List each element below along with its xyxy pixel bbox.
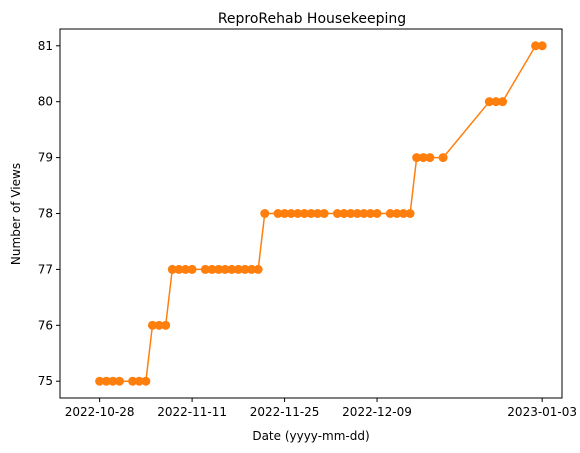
- x-tick-label: 2023-01-03: [507, 405, 577, 419]
- data-point: [161, 320, 171, 330]
- x-tick-label: 2022-11-25: [250, 405, 320, 419]
- data-point: [128, 376, 138, 386]
- y-tick-label: 77: [38, 262, 53, 276]
- data-point: [174, 264, 184, 274]
- data-point: [299, 209, 309, 218]
- data-point: [181, 264, 190, 274]
- data-point: [101, 376, 111, 386]
- data-point: [134, 376, 144, 386]
- data-point: [280, 209, 290, 218]
- x-tick-label: 2022-10-28: [65, 405, 135, 419]
- y-tick-label: 80: [38, 95, 53, 109]
- data-point: [319, 209, 329, 218]
- data-point: [365, 209, 375, 218]
- data-point: [220, 264, 230, 274]
- x-axis: 2022-10-28 2022-11-11 2022-11-25 2022-12-09…: [65, 398, 577, 419]
- data-point: [286, 209, 296, 218]
- data-point: [484, 97, 494, 107]
- data-point: [200, 264, 210, 274]
- data-point: [313, 209, 323, 218]
- data-point: [372, 209, 382, 218]
- data-point: [332, 209, 342, 218]
- data-point: [214, 264, 224, 274]
- y-axis-label: Number of Views: [9, 163, 23, 265]
- x-tick-label: 2022-12-09: [342, 405, 412, 419]
- data-point: [260, 209, 270, 218]
- data-point: [398, 209, 408, 218]
- data-point: [293, 209, 303, 218]
- data-point: [352, 209, 362, 218]
- data-point: [438, 153, 448, 163]
- data-point: [537, 41, 547, 51]
- data-point: [392, 209, 402, 218]
- data-point: [273, 209, 283, 218]
- data-point: [339, 209, 349, 218]
- plot-area: [95, 41, 547, 386]
- data-point: [385, 209, 395, 218]
- data-point: [418, 153, 428, 163]
- y-axis: 75 76 77 78 79 80 81: [38, 39, 60, 388]
- data-point: [306, 209, 316, 218]
- data-point: [207, 264, 217, 274]
- data-point: [405, 209, 415, 218]
- data-point: [154, 320, 164, 330]
- data-point: [359, 209, 369, 218]
- x-tick-label: 2022-11-11: [157, 405, 227, 419]
- data-point: [425, 153, 435, 163]
- data-point: [114, 376, 124, 386]
- data-point: [412, 153, 422, 163]
- data-point: [240, 264, 250, 274]
- y-tick-label: 78: [38, 207, 53, 221]
- data-point: [498, 97, 508, 107]
- data-point: [227, 264, 237, 274]
- data-point: [253, 264, 263, 274]
- y-tick-label: 75: [38, 374, 53, 388]
- y-tick-label: 79: [38, 151, 53, 165]
- data-point: [233, 264, 243, 274]
- data-point: [108, 376, 118, 386]
- data-point: [346, 209, 356, 218]
- data-point: [95, 376, 105, 386]
- data-point: [147, 320, 157, 330]
- y-tick-label: 81: [38, 39, 53, 53]
- chart-title: ReproRehab Housekeeping: [218, 11, 406, 27]
- x-axis-label: Date (yyyy-mm-dd): [252, 429, 369, 443]
- data-point: [491, 97, 501, 107]
- data-point: [187, 264, 197, 274]
- data-point: [247, 264, 257, 274]
- data-point: [141, 376, 151, 386]
- data-point: [531, 41, 541, 51]
- y-tick-label: 76: [38, 318, 53, 332]
- data-point: [167, 264, 177, 274]
